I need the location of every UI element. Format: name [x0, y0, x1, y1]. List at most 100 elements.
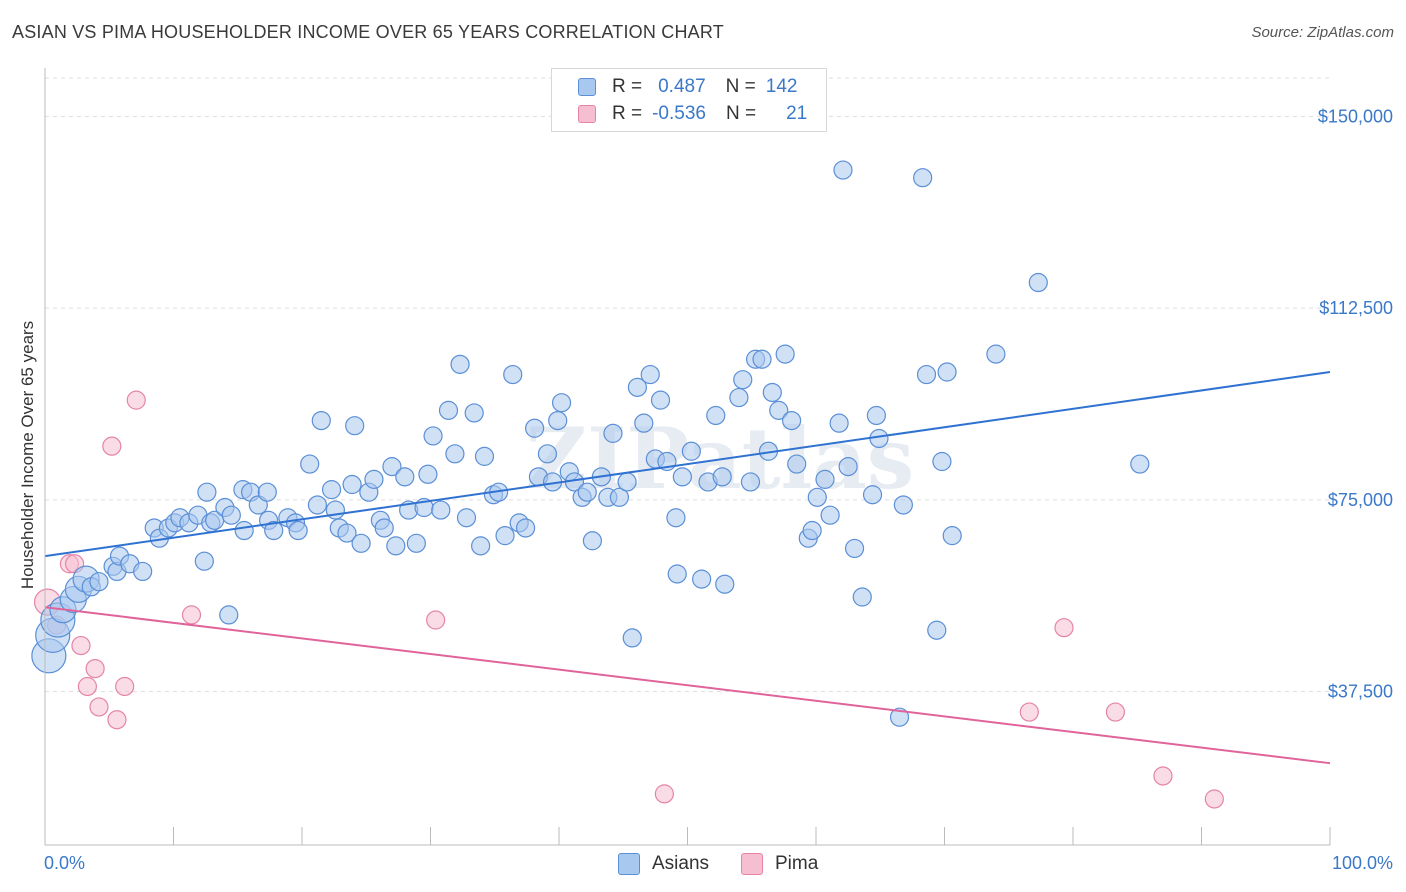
asian-point	[464, 403, 484, 423]
y-tick-label: $37,500	[1328, 682, 1393, 702]
asian-point	[194, 551, 214, 571]
asian-point	[364, 469, 384, 489]
asian-point	[438, 400, 459, 420]
x-tick-label: 100.0%	[1332, 853, 1393, 873]
legend-row-asians: R = 0.487 N = 142	[578, 74, 797, 100]
asian-point	[609, 487, 629, 507]
asian-point	[1130, 454, 1150, 474]
asian-point	[234, 520, 254, 541]
asian-point	[537, 444, 558, 464]
legend-row-pima: R = -0.536 N = 21	[578, 101, 807, 127]
asian-point	[787, 454, 807, 474]
asian-point	[927, 620, 947, 640]
asian-point	[264, 520, 284, 541]
asian-point	[351, 533, 371, 553]
asian-point	[667, 564, 687, 584]
asian-point	[769, 400, 789, 420]
asian-point	[913, 168, 933, 188]
grid-layer	[45, 77, 1330, 693]
asian-point	[321, 480, 342, 500]
x-tick-label: 0.0%	[44, 853, 85, 873]
pima-point	[126, 390, 146, 410]
asian-point	[752, 349, 772, 369]
pima-point	[1153, 766, 1173, 786]
asian-point	[640, 364, 660, 385]
asian-point	[781, 410, 802, 431]
pima-swatch	[578, 105, 596, 123]
asian-point	[133, 561, 153, 582]
r-label: R =	[612, 103, 643, 124]
pima-point	[115, 676, 135, 697]
n-value: 21	[786, 103, 808, 124]
pima-point	[1054, 618, 1074, 638]
asian-point	[456, 508, 477, 528]
asian-point	[733, 370, 753, 390]
asian-point	[307, 495, 328, 515]
pima-point	[1204, 789, 1224, 809]
bottom-legend-asians: Asians	[618, 851, 709, 877]
r-value: 0.487	[658, 76, 706, 97]
asian-point	[829, 413, 849, 433]
asian-point	[932, 451, 952, 472]
asian-point	[577, 482, 597, 502]
asians-swatch	[618, 853, 640, 875]
asian-point	[729, 387, 749, 408]
bottom-legend-pima: Pima	[741, 851, 818, 877]
asian-point	[838, 457, 858, 477]
asian-point	[603, 423, 623, 443]
asian-point	[431, 500, 451, 520]
asian-point	[288, 520, 308, 541]
pima-point	[1019, 702, 1039, 722]
asian-point	[889, 707, 910, 727]
asian-point	[627, 377, 647, 397]
asian-point	[221, 505, 241, 525]
asian-point	[775, 344, 795, 364]
source-label: Source: ZipAtlas.com	[1251, 24, 1394, 41]
correlation-legend: R = 0.487 N = 142 R = -0.536 N = 21	[551, 68, 827, 132]
pima-point	[89, 697, 109, 717]
asian-point	[942, 526, 962, 546]
pima-point	[102, 436, 122, 456]
asian-point	[450, 354, 470, 374]
pima-point	[426, 610, 446, 630]
trend-layer	[44, 371, 1331, 765]
asian-point	[395, 467, 415, 487]
asian-point	[715, 574, 735, 594]
asian-point	[474, 446, 495, 466]
asian-points	[31, 160, 1150, 727]
asian-point	[423, 426, 443, 446]
asian-point	[342, 474, 362, 495]
asian-point	[833, 160, 853, 180]
axis-layer: $37,500 $75,000 $112,500 $150,000 0.0% 100.0%	[44, 68, 1393, 873]
asians-swatch	[578, 78, 596, 96]
asian-point	[197, 482, 217, 502]
asian-point	[916, 364, 937, 385]
asian-point	[374, 518, 394, 538]
asian-point	[762, 382, 782, 403]
y-tick-label: $75,000	[1328, 490, 1393, 510]
asian-point	[524, 418, 545, 438]
pima-point	[77, 676, 98, 697]
asian-point	[551, 393, 572, 413]
r-value: -0.536	[652, 103, 706, 124]
asian-point	[257, 482, 277, 502]
asian-point	[1028, 272, 1048, 293]
asian-point	[692, 569, 712, 589]
asian-point	[89, 572, 109, 592]
asian-point	[986, 344, 1006, 364]
asian-point	[617, 472, 637, 492]
pima-point	[181, 605, 202, 625]
asian-point	[681, 441, 701, 461]
pima-trend-line	[44, 606, 1331, 765]
pima-point	[1105, 702, 1126, 722]
asian-point	[445, 444, 465, 464]
asian-point	[406, 533, 426, 553]
asian-point	[672, 467, 692, 487]
asian-point	[862, 485, 883, 505]
asian-point	[337, 523, 357, 543]
asian-point	[666, 508, 686, 528]
asian-point	[807, 487, 827, 507]
asian-point	[893, 495, 913, 515]
asian-point	[815, 469, 835, 489]
pima-point	[71, 635, 91, 656]
